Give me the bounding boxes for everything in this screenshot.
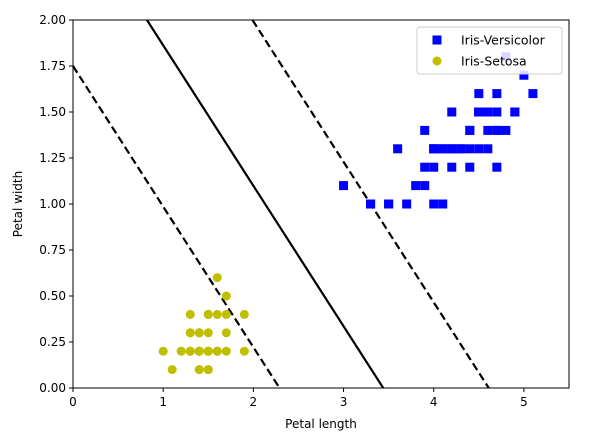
legend: Iris-Versicolor Iris-Setosa (416, 26, 563, 75)
iris-versicolor-point (492, 107, 502, 117)
iris-versicolor-point (483, 107, 493, 117)
y-tick-label: 1.25 (39, 151, 66, 165)
legend-items: Iris-Versicolor Iris-Setosa (432, 33, 546, 69)
iris-versicolor-point (447, 144, 457, 154)
iris-setosa-point (158, 346, 168, 356)
iris-versicolor-point (474, 107, 484, 117)
iris-versicolor-point (465, 125, 475, 135)
legend-marker-iris-setosa (432, 56, 442, 66)
iris-versicolor-point (411, 181, 421, 191)
iris-setosa-point (185, 346, 195, 356)
iris-setosa-point (194, 346, 204, 356)
y-tick-label: 0.00 (39, 381, 66, 395)
iris-setosa-point (203, 328, 213, 338)
plot-background (73, 20, 569, 388)
iris-setosa-point (212, 273, 222, 283)
legend-box (416, 26, 563, 75)
iris-setosa-point (194, 328, 204, 338)
iris-setosa-point (212, 309, 222, 319)
iris-versicolor-point (438, 199, 448, 209)
iris-setosa-point (221, 291, 231, 301)
iris-setosa-point (221, 309, 231, 319)
iris-versicolor-point (438, 144, 448, 154)
iris-setosa-point (203, 309, 213, 319)
iris-versicolor-point (474, 144, 484, 154)
iris-versicolor-point (429, 199, 439, 209)
iris-versicolor-point (519, 70, 529, 80)
x-axis-ticks: 0 1 2 3 4 5 (69, 388, 528, 409)
iris-setosa-point (185, 328, 195, 338)
y-tick-label: 0.25 (39, 335, 66, 349)
iris-setosa-point (185, 309, 195, 319)
iris-versicolor-point (420, 162, 430, 172)
x-tick-label: 2 (250, 395, 258, 409)
iris-versicolor-point (483, 144, 493, 154)
iris-setosa-point (167, 365, 177, 375)
iris-versicolor-point (420, 181, 430, 191)
y-tick-label: 0.50 (39, 289, 66, 303)
iris-versicolor-point (393, 144, 403, 154)
iris-setosa-point (239, 346, 249, 356)
y-tick-label: 1.00 (39, 197, 66, 211)
iris-versicolor-point (447, 162, 457, 172)
legend-label-iris-versicolor: Iris-Versicolor (461, 33, 546, 48)
iris-versicolor-point (483, 125, 493, 135)
iris-versicolor-point (366, 199, 376, 209)
iris-versicolor-point (456, 144, 466, 154)
margin-lower-line (73, 65, 281, 388)
legend-label-iris-setosa: Iris-Setosa (461, 54, 527, 69)
y-tick-label: 1.75 (39, 59, 66, 73)
iris-versicolor-point (510, 107, 520, 117)
iris-versicolor-point (447, 107, 457, 117)
iris-setosa-point (221, 346, 231, 356)
iris-versicolor-point (492, 162, 502, 172)
legend-marker-iris-versicolor (432, 35, 442, 45)
y-axis-ticks: 0.00 0.25 0.50 0.75 1.00 1.25 1.50 1.75 2.00 (39, 13, 73, 395)
iris-versicolor-point (402, 199, 412, 209)
iris-setosa-point (203, 365, 213, 375)
iris-versicolor-point (339, 181, 349, 191)
x-tick-label: 3 (340, 395, 348, 409)
iris-setosa-point (203, 346, 213, 356)
iris-setosa-point (221, 328, 231, 338)
y-tick-label: 2.00 (39, 13, 66, 27)
iris-setosa-point (212, 346, 222, 356)
decision-boundary-line (146, 20, 385, 388)
iris-versicolor-point (474, 89, 484, 99)
y-axis-label: Petal width (11, 171, 25, 237)
x-tick-label: 1 (159, 395, 167, 409)
x-tick-label: 5 (520, 395, 528, 409)
y-tick-label: 1.50 (39, 105, 66, 119)
iris-versicolor-point (501, 125, 511, 135)
iris-versicolor-point (528, 89, 538, 99)
y-tick-label: 0.75 (39, 243, 66, 257)
iris-setosa-point (176, 346, 186, 356)
iris-versicolor-point (384, 199, 394, 209)
iris-setosa-point (194, 365, 204, 375)
iris-versicolor-point (420, 125, 430, 135)
x-tick-label: 4 (430, 395, 438, 409)
iris-versicolor-point (492, 89, 502, 99)
iris-versicolor-point (465, 162, 475, 172)
x-tick-label: 0 (69, 395, 77, 409)
iris-versicolor-point (465, 144, 475, 154)
x-axis-label: Petal length (285, 417, 357, 431)
iris-versicolor-point (492, 125, 502, 135)
iris-setosa-point (239, 309, 249, 319)
iris-versicolor-point (429, 144, 439, 154)
iris-versicolor-point (429, 162, 439, 172)
data-points (158, 52, 538, 375)
